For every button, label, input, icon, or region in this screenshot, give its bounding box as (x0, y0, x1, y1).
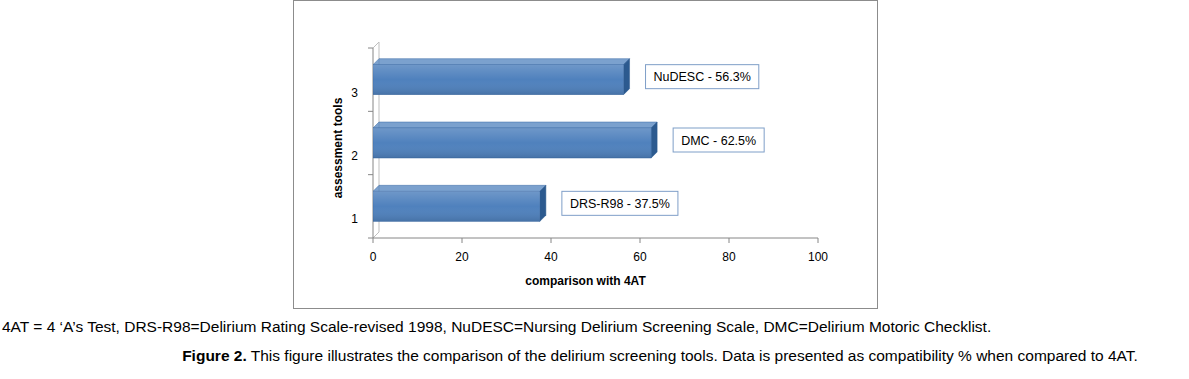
bar (373, 128, 651, 158)
x-tick-label: 60 (633, 250, 647, 264)
x-tick-label: 100 (808, 250, 828, 264)
bar (373, 65, 624, 95)
data-label-box (673, 128, 764, 152)
x-axis-title: comparison with 4AT (525, 274, 646, 288)
axis-depth (373, 42, 379, 48)
chart-frame (294, 1, 878, 309)
y-tick (368, 238, 373, 239)
axis-depth (373, 232, 379, 238)
x-tick (462, 238, 463, 243)
x-tick (373, 238, 374, 243)
caption-label: Figure 2. (182, 347, 247, 364)
x-tick-label: 0 (370, 250, 377, 264)
bar-side (624, 59, 630, 95)
caption-text: This figure illustrates the comparison o… (247, 347, 1138, 364)
chart: 0 20 40 60 80 100 1 2 3 DRS-R98 - 37.5% DMC - 62.5… (0, 0, 1189, 379)
bar-shade (373, 65, 624, 95)
bar-shade (373, 191, 540, 221)
x-tick-label: 80 (722, 250, 736, 264)
data-label-box (562, 191, 678, 215)
bar-top (373, 185, 546, 191)
y-tick (368, 174, 373, 175)
x-tick (818, 238, 819, 243)
bar-shade (373, 128, 651, 158)
bar-side (651, 122, 657, 158)
bar (373, 191, 540, 221)
footnote: 4AT = 4 ‘A’s Test, DRS-R98=Delirium Rati… (2, 318, 991, 335)
x-tick (640, 238, 641, 243)
caption: Figure 2. This figure illustrates the co… (182, 347, 1138, 364)
y-tick-label: 2 (351, 149, 358, 163)
data-label: NuDESC - 56.3% (654, 70, 751, 84)
y-axis-title: assessment tools (331, 97, 345, 198)
x-tick-label: 40 (544, 250, 558, 264)
bar-top (373, 59, 630, 65)
x-tick-label: 20 (455, 250, 469, 264)
y-tick (368, 111, 373, 112)
x-axis (373, 238, 818, 239)
data-label: DMC - 62.5% (681, 134, 756, 148)
y-tick (368, 48, 373, 49)
bar-top (373, 122, 657, 128)
x-tick (551, 238, 552, 243)
x-tick (729, 238, 730, 243)
data-label-box (646, 65, 759, 89)
bar-side (540, 185, 546, 221)
y-tick-label: 3 (351, 86, 358, 100)
data-label: DRS-R98 - 37.5% (570, 197, 670, 211)
y-tick-label: 1 (351, 212, 358, 226)
